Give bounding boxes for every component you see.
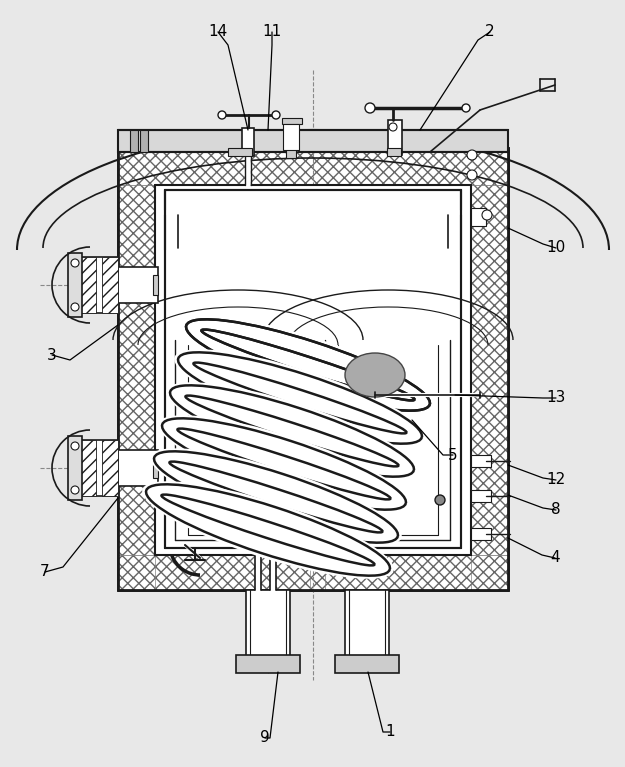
Bar xyxy=(286,148,296,158)
Bar xyxy=(345,590,389,665)
Ellipse shape xyxy=(160,416,408,511)
Bar xyxy=(228,148,252,156)
Bar xyxy=(80,440,96,496)
Bar xyxy=(471,528,491,540)
Ellipse shape xyxy=(158,415,410,512)
Bar xyxy=(325,555,471,590)
Bar xyxy=(153,275,158,295)
Text: 11: 11 xyxy=(262,25,282,39)
Circle shape xyxy=(389,123,397,131)
Bar xyxy=(118,450,158,486)
Bar xyxy=(80,257,96,313)
Ellipse shape xyxy=(176,351,424,445)
Circle shape xyxy=(365,103,375,113)
Bar xyxy=(102,257,118,313)
Bar xyxy=(80,440,118,496)
Bar xyxy=(155,555,310,590)
Bar xyxy=(282,118,302,124)
Circle shape xyxy=(482,210,492,220)
Circle shape xyxy=(71,259,79,267)
Circle shape xyxy=(272,111,280,119)
Circle shape xyxy=(71,486,79,494)
Bar xyxy=(283,124,299,150)
Text: 10: 10 xyxy=(546,241,566,255)
Circle shape xyxy=(71,442,79,450)
Bar xyxy=(285,120,299,152)
Bar xyxy=(471,208,486,226)
Text: 8: 8 xyxy=(551,502,561,518)
Circle shape xyxy=(467,150,477,160)
Bar xyxy=(387,148,401,156)
Bar xyxy=(68,436,82,500)
Ellipse shape xyxy=(345,353,405,397)
Bar xyxy=(165,190,461,548)
Bar xyxy=(471,455,491,467)
Bar xyxy=(140,130,148,152)
Text: 13: 13 xyxy=(546,390,566,406)
Bar xyxy=(335,655,399,673)
Text: 5: 5 xyxy=(448,447,458,463)
Ellipse shape xyxy=(168,384,416,478)
Text: 14: 14 xyxy=(208,25,227,39)
Circle shape xyxy=(435,495,445,505)
Text: 7: 7 xyxy=(40,565,50,580)
Bar xyxy=(471,185,508,555)
Circle shape xyxy=(71,303,79,311)
Bar xyxy=(68,253,82,317)
Ellipse shape xyxy=(182,316,434,413)
Circle shape xyxy=(467,170,477,180)
Bar xyxy=(242,128,254,156)
Bar xyxy=(130,130,138,152)
Circle shape xyxy=(462,104,470,112)
Text: 9: 9 xyxy=(260,730,270,746)
Bar xyxy=(155,185,471,555)
Bar xyxy=(153,458,158,478)
Bar xyxy=(118,267,158,303)
Circle shape xyxy=(218,111,226,119)
Ellipse shape xyxy=(144,483,392,578)
Ellipse shape xyxy=(142,481,394,579)
Bar xyxy=(80,257,118,313)
Bar xyxy=(236,655,300,673)
Ellipse shape xyxy=(150,448,402,545)
Bar xyxy=(246,590,290,665)
Bar xyxy=(118,130,508,152)
Text: 3: 3 xyxy=(47,347,57,363)
Text: 1: 1 xyxy=(385,725,395,739)
Text: 4: 4 xyxy=(550,551,560,565)
Ellipse shape xyxy=(166,382,418,479)
Ellipse shape xyxy=(184,318,432,412)
Bar xyxy=(388,120,402,155)
Text: 2: 2 xyxy=(485,25,495,39)
Bar xyxy=(118,185,155,555)
Bar xyxy=(471,490,491,502)
Ellipse shape xyxy=(174,349,426,446)
Bar xyxy=(118,148,508,590)
Bar xyxy=(118,555,508,590)
Bar xyxy=(102,440,118,496)
Bar xyxy=(118,148,508,185)
Ellipse shape xyxy=(152,449,400,544)
Text: 12: 12 xyxy=(546,472,566,488)
